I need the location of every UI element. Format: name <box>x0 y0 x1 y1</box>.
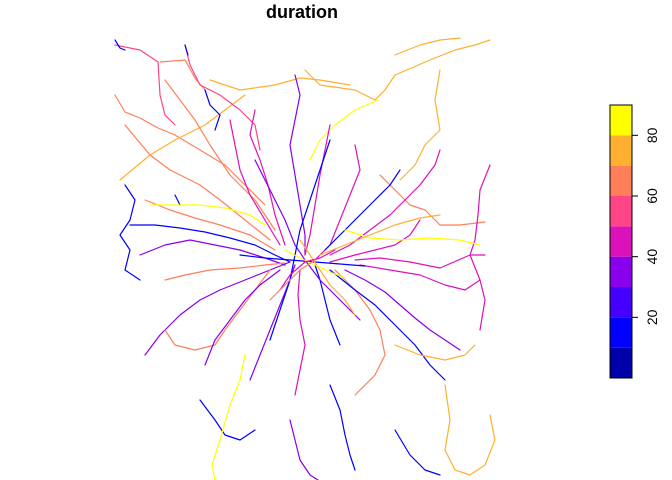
route-line <box>399 69 441 181</box>
route-line <box>289 74 306 256</box>
route-line <box>294 269 306 396</box>
route-line <box>329 149 441 256</box>
route-line <box>174 194 181 206</box>
route-line <box>304 124 331 256</box>
legend-ticks: 20 40 60 80 <box>632 127 660 325</box>
route-line <box>149 204 266 226</box>
route-line <box>444 384 496 476</box>
route-line <box>204 269 281 366</box>
route-line <box>119 184 141 281</box>
legend-frame <box>609 104 633 379</box>
route-line <box>299 239 356 316</box>
route-line <box>211 354 246 480</box>
route-line <box>119 94 246 181</box>
route-line <box>379 174 486 226</box>
route-line <box>164 79 276 231</box>
route-line <box>164 262 286 281</box>
legend-tick-label: 60 <box>644 188 660 204</box>
route-line <box>269 259 316 301</box>
route-line <box>344 269 461 351</box>
route-line <box>199 399 256 441</box>
route-line <box>314 264 341 346</box>
route-line <box>329 269 446 381</box>
route-line <box>144 199 276 251</box>
route-line <box>284 249 346 279</box>
route-line <box>229 119 281 246</box>
legend-swatch <box>610 287 632 318</box>
legend-color-bar <box>609 104 633 379</box>
legend-swatch <box>610 105 632 136</box>
map-title: duration <box>266 2 338 22</box>
route-line <box>319 214 441 256</box>
legend-swatch <box>610 347 632 378</box>
legend-tick-label: 40 <box>644 249 660 265</box>
route-line <box>209 77 351 91</box>
route-line <box>184 44 261 151</box>
route-line <box>144 261 291 356</box>
route-line <box>384 39 491 91</box>
legend-tick-label: 20 <box>644 309 660 325</box>
route-line <box>329 384 356 471</box>
route-line <box>254 159 361 321</box>
route-line <box>469 164 491 331</box>
route-line <box>239 254 366 267</box>
route-line <box>394 429 441 476</box>
route-line <box>129 224 291 263</box>
legend-swatch <box>610 317 632 348</box>
route-line <box>204 89 221 131</box>
route-line <box>309 99 379 161</box>
legend-swatch <box>610 196 632 227</box>
route-line <box>114 39 126 51</box>
legend-swatch <box>610 135 632 166</box>
legend-swatch <box>610 165 632 196</box>
route-line <box>394 344 476 361</box>
route-line <box>184 44 189 56</box>
route-line <box>359 264 481 291</box>
route-line <box>114 94 266 206</box>
route-line <box>289 419 319 480</box>
route-line <box>354 254 486 269</box>
route-line <box>269 139 331 341</box>
route-line <box>394 37 461 56</box>
route-line <box>114 44 176 126</box>
legend-swatch <box>610 226 632 257</box>
route-line <box>329 219 421 263</box>
legend-swatch <box>610 256 632 287</box>
route-line <box>324 169 401 251</box>
route-line <box>249 109 286 246</box>
route-line <box>279 249 336 291</box>
legend-tick-label: 80 <box>644 127 660 143</box>
